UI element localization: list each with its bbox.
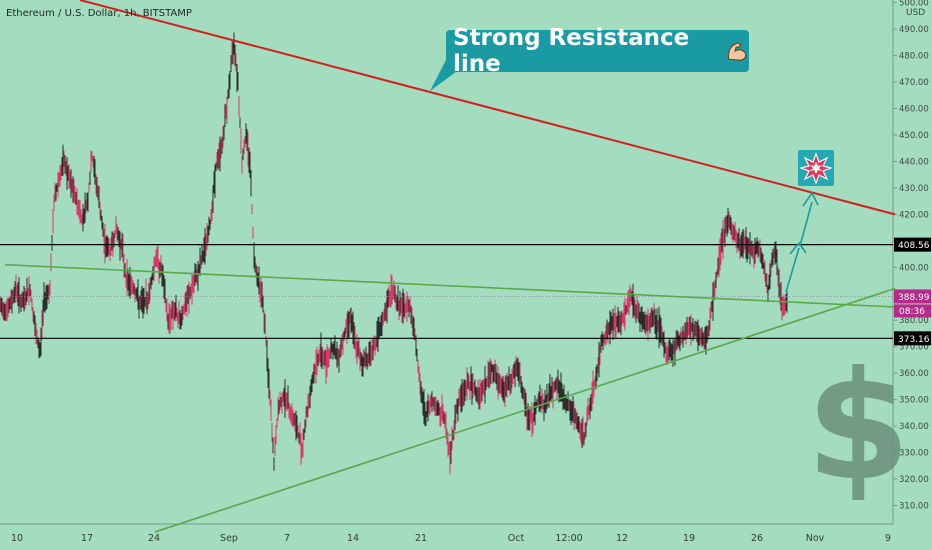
x-tick-label: 12:00: [555, 533, 582, 544]
countdown-tag-box: [894, 304, 931, 318]
x-tick-label: 9: [885, 533, 891, 544]
y-tick-label: 370.00: [899, 343, 929, 353]
price-tag-label: 388.99: [898, 293, 930, 303]
y-tick-label: 430.00: [899, 184, 929, 194]
x-tick-label: 26: [751, 533, 763, 544]
y-tick-label: 420.00: [899, 210, 929, 220]
lower-trend-line[interactable]: [154, 287, 896, 533]
y-tick-label: 340.00: [899, 422, 929, 432]
countdown-label: 08:36: [899, 307, 925, 317]
upper-trend-line[interactable]: [4, 263, 896, 308]
price-tag-box: [894, 237, 931, 252]
x-tick-label: 24: [148, 533, 160, 544]
projection-arrow-2: [799, 201, 813, 247]
dollar-sign-icon: $: [806, 340, 911, 514]
x-tick-label: Sep: [220, 533, 238, 544]
x-tick-label: Nov: [806, 533, 825, 544]
axis-currency-label: USD: [906, 8, 926, 18]
flexed-biceps-icon: [728, 42, 747, 61]
symbol-header[interactable]: Ethereum / U.S. Dollar, 1h, BITSTAMP: [6, 8, 192, 19]
x-tick-label: 19: [683, 533, 695, 544]
x-tick-label: 17: [81, 533, 93, 544]
y-tick-label: 400.00: [899, 263, 929, 273]
collision-icon: [798, 152, 834, 185]
y-tick-label: 330.00: [899, 449, 929, 459]
x-tick-label: 7: [284, 533, 290, 544]
projection-arrow-2-head: [802, 192, 819, 207]
y-tick-label: 350.00: [899, 396, 929, 406]
x-tick-label: 10: [11, 533, 23, 544]
collision-box: [798, 150, 834, 186]
y-tick-label: 380.00: [899, 316, 929, 326]
projection-arrow-1: [785, 247, 800, 293]
y-tick-label: 470.00: [899, 78, 929, 88]
x-tick-label: 14: [347, 533, 359, 544]
price-tag-box: [894, 289, 931, 304]
y-tick-label: 320.00: [899, 475, 929, 485]
y-tick-label: 360.00: [899, 369, 929, 379]
price-tag-label: 373.16: [898, 335, 930, 345]
x-tick-label: 12: [616, 533, 628, 544]
callout-text: Strong Resistance line: [453, 25, 690, 77]
price-tag-box: [894, 331, 931, 346]
projection-arrow-1-head: [789, 242, 807, 255]
x-tick-label: 21: [415, 533, 427, 544]
y-tick-label: 460.00: [899, 105, 929, 115]
y-tick-label: 490.00: [899, 25, 929, 35]
y-tick-label: 450.00: [899, 131, 929, 141]
y-tick-label: 310.00: [899, 501, 929, 511]
y-tick-label: 480.00: [899, 52, 929, 62]
price-tag-label: 408.56: [898, 241, 930, 251]
y-tick-label: 500.00: [899, 0, 929, 9]
y-tick-label: 440.00: [899, 157, 929, 167]
resistance-line[interactable]: [79, 0, 896, 216]
x-tick-label: Oct: [508, 533, 525, 544]
resistance-callout: Strong Resistance line: [446, 25, 749, 77]
